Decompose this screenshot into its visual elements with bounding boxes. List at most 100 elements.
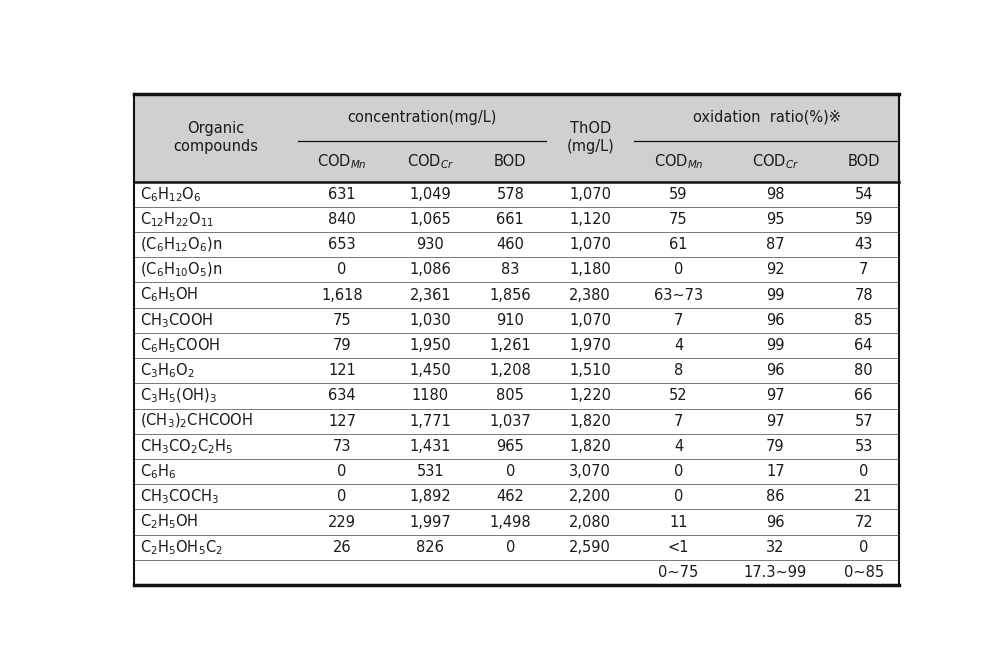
Text: 1,771: 1,771 [409, 414, 452, 429]
Text: (C$_6$H$_{10}$O$_5$)n: (C$_6$H$_{10}$O$_5$)n [140, 261, 222, 279]
Text: CH$_3$COCH$_3$: CH$_3$COCH$_3$ [140, 487, 219, 506]
Text: COD$_{Mn}$: COD$_{Mn}$ [653, 152, 704, 171]
Text: 1,208: 1,208 [489, 364, 531, 378]
Text: 840: 840 [328, 212, 356, 227]
Text: 97: 97 [766, 388, 784, 403]
Text: 826: 826 [416, 540, 445, 555]
Text: 634: 634 [329, 388, 356, 403]
Text: 98: 98 [766, 187, 784, 202]
Text: 79: 79 [766, 439, 784, 454]
Text: (C$_6$H$_{12}$O$_6$)n: (C$_6$H$_{12}$O$_6$)n [140, 235, 222, 254]
Text: 910: 910 [496, 312, 524, 328]
Text: 1,820: 1,820 [570, 414, 611, 429]
Text: 631: 631 [329, 187, 356, 202]
Text: 66: 66 [855, 388, 873, 403]
Text: 1,856: 1,856 [490, 288, 531, 302]
Text: 0: 0 [674, 464, 683, 479]
Text: 0: 0 [674, 262, 683, 278]
Text: 86: 86 [766, 489, 784, 505]
Text: 531: 531 [416, 464, 445, 479]
Text: 1,450: 1,450 [409, 364, 452, 378]
Text: 87: 87 [766, 237, 784, 252]
Text: 1180: 1180 [412, 388, 449, 403]
Text: 75: 75 [669, 212, 687, 227]
Text: 4: 4 [674, 338, 683, 353]
Text: 72: 72 [854, 515, 873, 530]
Text: 0: 0 [338, 489, 347, 505]
Text: 0∼85: 0∼85 [844, 565, 884, 580]
Text: 3,070: 3,070 [570, 464, 611, 479]
Text: 95: 95 [766, 212, 784, 227]
Text: 43: 43 [855, 237, 873, 252]
Text: 1,220: 1,220 [570, 388, 611, 403]
Text: 32: 32 [766, 540, 784, 555]
Text: 1,086: 1,086 [409, 262, 452, 278]
Text: C$_3$H$_6$O$_2$: C$_3$H$_6$O$_2$ [140, 362, 195, 380]
Text: C$_2$H$_5$OH: C$_2$H$_5$OH [140, 513, 199, 532]
Text: 78: 78 [855, 288, 873, 302]
Text: 2,200: 2,200 [570, 489, 611, 505]
Text: 1,065: 1,065 [409, 212, 452, 227]
Text: 54: 54 [855, 187, 873, 202]
Text: ThOD
(mg/L): ThOD (mg/L) [566, 122, 614, 154]
Text: C$_6$H$_{12}$O$_6$: C$_6$H$_{12}$O$_6$ [140, 185, 202, 204]
Text: C$_6$H$_6$: C$_6$H$_6$ [140, 462, 176, 481]
Text: 96: 96 [766, 515, 784, 530]
Text: 1,070: 1,070 [570, 187, 611, 202]
Text: 17: 17 [766, 464, 784, 479]
Text: 96: 96 [766, 312, 784, 328]
Text: 1,180: 1,180 [570, 262, 611, 278]
Text: 578: 578 [496, 187, 524, 202]
Text: 1,510: 1,510 [570, 364, 611, 378]
Text: 0: 0 [859, 540, 868, 555]
Text: 1,997: 1,997 [409, 515, 452, 530]
Bar [134, 93, 899, 181]
Text: 79: 79 [333, 338, 352, 353]
Text: 75: 75 [333, 312, 352, 328]
Text: COD$_{Cr}$: COD$_{Cr}$ [407, 152, 454, 171]
Text: <1: <1 [667, 540, 689, 555]
Text: 2,361: 2,361 [409, 288, 452, 302]
Bar [134, 181, 899, 585]
Text: 53: 53 [855, 439, 873, 454]
Text: 0: 0 [674, 489, 683, 505]
Text: COD$_{Cr}$: COD$_{Cr}$ [752, 152, 798, 171]
Text: 7: 7 [674, 414, 683, 429]
Text: 59: 59 [855, 212, 873, 227]
Text: 2,590: 2,590 [570, 540, 611, 555]
Text: 1,950: 1,950 [409, 338, 452, 353]
Text: 1,070: 1,070 [570, 237, 611, 252]
Text: 1,970: 1,970 [570, 338, 611, 353]
Text: 1,820: 1,820 [570, 439, 611, 454]
Text: C$_3$H$_5$(OH)$_3$: C$_3$H$_5$(OH)$_3$ [140, 387, 217, 405]
Text: 0: 0 [506, 540, 515, 555]
Text: COD$_{Mn}$: COD$_{Mn}$ [318, 152, 367, 171]
Text: 653: 653 [329, 237, 356, 252]
Text: 11: 11 [669, 515, 687, 530]
Text: CH$_3$COOH: CH$_3$COOH [140, 311, 213, 330]
Text: 0: 0 [338, 464, 347, 479]
Text: 460: 460 [496, 237, 524, 252]
Text: C$_6$H$_5$OH: C$_6$H$_5$OH [140, 286, 199, 304]
Text: C$_6$H$_5$COOH: C$_6$H$_5$COOH [140, 336, 220, 355]
Text: 127: 127 [328, 414, 356, 429]
Text: 0: 0 [338, 262, 347, 278]
Text: 930: 930 [416, 237, 445, 252]
Text: concentration(mg/L): concentration(mg/L) [348, 110, 497, 125]
Text: 21: 21 [855, 489, 873, 505]
Text: C$_2$H$_5$OH$_5$C$_2$: C$_2$H$_5$OH$_5$C$_2$ [140, 538, 223, 556]
Text: 92: 92 [766, 262, 784, 278]
Text: 59: 59 [669, 187, 687, 202]
Text: 661: 661 [496, 212, 524, 227]
Text: 57: 57 [855, 414, 873, 429]
Text: BOD: BOD [848, 154, 880, 169]
Text: 26: 26 [333, 540, 352, 555]
Text: 1,431: 1,431 [409, 439, 452, 454]
Text: 1,070: 1,070 [570, 312, 611, 328]
Text: 52: 52 [669, 388, 687, 403]
Text: 1,049: 1,049 [409, 187, 452, 202]
Text: (CH$_3$)$_2$CHCOOH: (CH$_3$)$_2$CHCOOH [140, 412, 253, 430]
Text: 229: 229 [328, 515, 356, 530]
Text: 99: 99 [766, 288, 784, 302]
Text: BOD: BOD [494, 154, 526, 169]
